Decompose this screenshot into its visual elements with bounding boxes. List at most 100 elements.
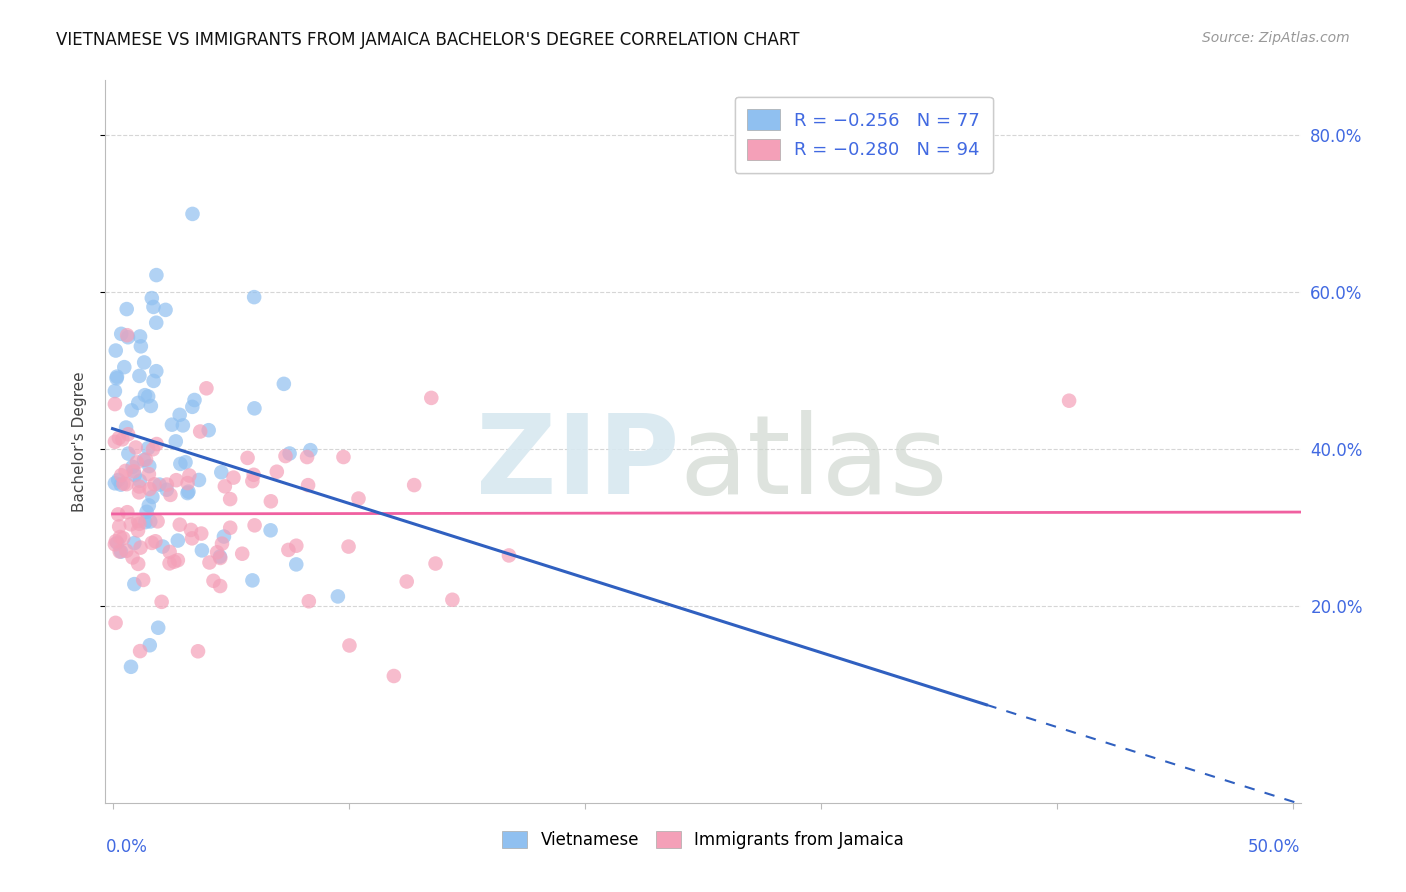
Point <box>108 544 131 558</box>
Point <box>127 524 149 538</box>
Point <box>274 449 297 463</box>
Point <box>176 476 198 491</box>
Point <box>177 484 200 499</box>
Point <box>395 574 418 589</box>
Text: atlas: atlas <box>679 409 948 516</box>
Point <box>222 470 245 484</box>
Point <box>337 540 360 554</box>
Point <box>214 479 236 493</box>
Point <box>159 557 181 571</box>
Point <box>125 441 148 455</box>
Point <box>107 508 129 522</box>
Point <box>138 499 160 513</box>
Point <box>181 400 204 414</box>
Point <box>183 392 205 407</box>
Point <box>110 468 132 483</box>
Point <box>104 343 127 358</box>
Text: VIETNAMESE VS IMMIGRANTS FROM JAMAICA BACHELOR'S DEGREE CORRELATION CHART: VIETNAMESE VS IMMIGRANTS FROM JAMAICA BA… <box>56 31 800 49</box>
Point <box>132 573 155 587</box>
Point <box>166 533 188 548</box>
Point <box>285 558 308 572</box>
Point <box>105 369 128 384</box>
Text: 50.0%: 50.0% <box>1249 838 1301 855</box>
Point <box>219 521 242 535</box>
Point <box>108 519 131 533</box>
Point <box>107 473 129 487</box>
Point <box>129 329 152 343</box>
Point <box>142 300 165 314</box>
Point <box>209 465 232 479</box>
Point <box>142 374 165 388</box>
Point <box>138 467 160 482</box>
Text: 0.0%: 0.0% <box>105 838 148 855</box>
Point <box>195 381 218 395</box>
Point <box>243 401 266 416</box>
Point <box>104 384 127 398</box>
Text: ZIP: ZIP <box>475 409 679 516</box>
Point <box>298 594 321 608</box>
Point <box>165 473 187 487</box>
Point <box>145 437 167 451</box>
Point <box>295 450 318 464</box>
Point <box>145 534 167 549</box>
Point <box>1057 393 1080 408</box>
Point <box>425 557 447 571</box>
Point <box>299 443 322 458</box>
Point <box>197 423 219 437</box>
Point <box>110 477 132 491</box>
Point <box>121 550 143 565</box>
Point <box>124 468 146 483</box>
Point <box>187 644 209 658</box>
Point <box>169 457 191 471</box>
Point <box>139 515 162 529</box>
Point <box>128 485 150 500</box>
Point <box>141 536 163 550</box>
Point <box>104 537 127 551</box>
Point <box>202 574 225 588</box>
Point <box>420 391 443 405</box>
Point <box>134 388 156 402</box>
Point <box>273 376 295 391</box>
Point <box>198 556 221 570</box>
Point <box>188 425 211 439</box>
Point <box>104 534 127 549</box>
Point <box>138 482 160 496</box>
Point <box>181 207 204 221</box>
Point <box>150 595 173 609</box>
Point <box>148 477 170 491</box>
Point <box>105 536 128 550</box>
Point <box>243 518 266 533</box>
Point <box>172 418 194 433</box>
Point <box>240 474 263 488</box>
Point <box>104 434 127 449</box>
Point <box>139 399 162 413</box>
Point <box>112 476 135 491</box>
Point <box>209 579 232 593</box>
Point <box>212 530 235 544</box>
Point <box>114 464 136 478</box>
Point <box>121 403 143 417</box>
Point <box>166 553 188 567</box>
Point <box>115 543 138 558</box>
Point <box>135 505 157 519</box>
Point <box>124 577 146 591</box>
Point <box>219 492 242 507</box>
Point <box>124 536 146 550</box>
Point <box>152 540 174 554</box>
Point <box>165 434 187 449</box>
Point <box>156 483 179 497</box>
Point <box>382 669 405 683</box>
Point <box>259 524 281 538</box>
Point <box>145 268 167 282</box>
Point <box>242 574 264 588</box>
Point <box>127 514 149 528</box>
Point <box>191 543 214 558</box>
Point <box>139 638 162 652</box>
Point <box>498 549 520 563</box>
Point <box>104 476 127 491</box>
Point <box>129 541 152 555</box>
Point <box>105 371 128 385</box>
Y-axis label: Bachelor's Degree: Bachelor's Degree <box>72 371 87 512</box>
Point <box>136 389 159 403</box>
Point <box>176 486 198 500</box>
